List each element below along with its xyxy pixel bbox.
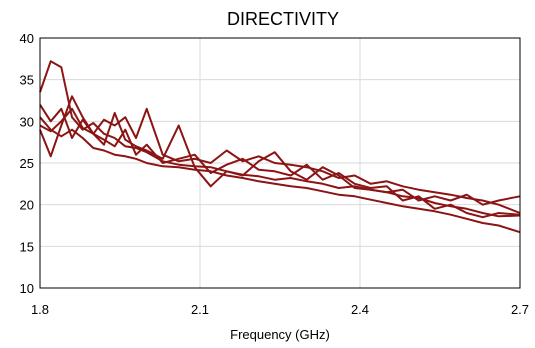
x-tick-label: 1.8 [31, 302, 49, 317]
y-tick-label: 30 [20, 114, 34, 129]
x-axis-ticks: 1.8 2.1 2.4 2.7 [31, 302, 529, 317]
chart-title: DIRECTIVITY [227, 9, 339, 29]
series-group [39, 60, 521, 234]
series-line-3 [39, 116, 521, 234]
x-axis-label: Frequency (GHz) [230, 327, 330, 342]
x-tick-label: 2.4 [351, 302, 369, 317]
plot-frame [39, 37, 521, 289]
x-tick-label: 2.1 [191, 302, 209, 317]
y-tick-label: 40 [20, 31, 34, 46]
y-tick-label: 25 [20, 156, 34, 171]
y-tick-label: 10 [20, 281, 34, 296]
series-line-4 [39, 104, 521, 206]
y-tick-label: 35 [20, 73, 34, 88]
series-line-2 [39, 95, 521, 214]
series-line-5 [39, 107, 521, 219]
y-tick-label: 20 [20, 198, 34, 213]
y-axis-ticks: 10 15 20 25 30 35 40 [20, 31, 34, 296]
series-line-1 [39, 60, 521, 218]
x-tick-label: 2.7 [511, 302, 529, 317]
y-tick-label: 15 [20, 239, 34, 254]
